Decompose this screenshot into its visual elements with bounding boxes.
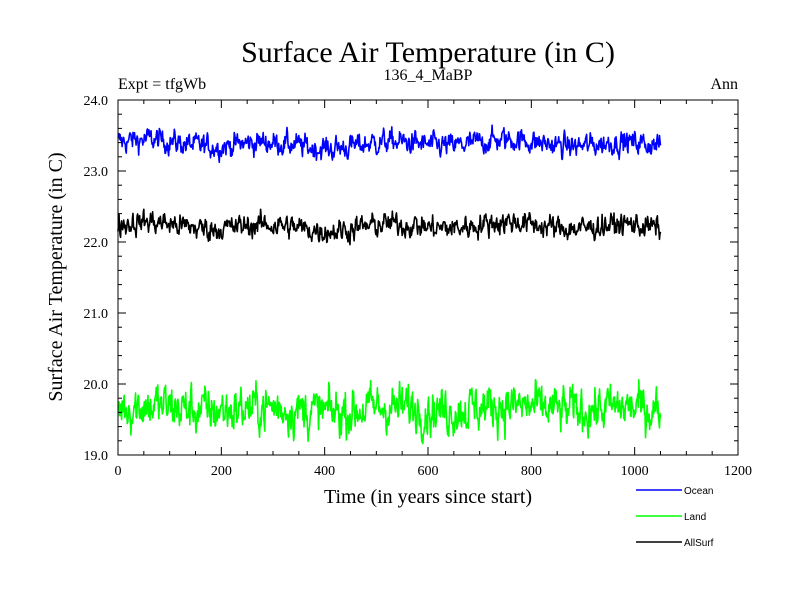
- x-tick-label: 1200: [724, 464, 752, 479]
- x-tick-label: 400: [314, 464, 335, 479]
- series-land-line: [117, 378, 662, 445]
- legend: Ocean Land AllSurf: [636, 486, 714, 549]
- x-tick-label: 200: [211, 464, 232, 479]
- y-tick-label: 24.0: [84, 94, 109, 109]
- plot-lines: [117, 124, 662, 445]
- y-tick-label: 22.0: [84, 236, 109, 251]
- legend-label-land: Land: [684, 512, 706, 523]
- x-tick-label: 600: [418, 464, 439, 479]
- y-tick-label: 23.0: [84, 165, 109, 180]
- legend-label-allsurf: AllSurf: [684, 538, 714, 549]
- series-allsurf-line: [117, 208, 662, 246]
- x-tick-label: 0: [115, 464, 122, 479]
- y-tick-label: 19.0: [84, 449, 109, 464]
- y-axis-label: Surface Air Temperature (in C): [45, 152, 67, 401]
- x-tick-label: 1000: [621, 464, 649, 479]
- chart-title: Surface Air Temperature (in C): [241, 36, 615, 69]
- x-axis-label: Time (in years since start): [324, 486, 532, 508]
- axis-ticks: 0 200 400 600 800 1000 1200 19.0 20.0 21.0 22.0 23.…: [84, 94, 753, 479]
- legend-label-ocean: Ocean: [684, 486, 713, 497]
- y-tick-label: 21.0: [84, 307, 109, 322]
- chart-subtitle: 136_4_MaBP: [384, 67, 473, 84]
- series-ocean-line: [117, 124, 662, 164]
- y-tick-label: 20.0: [84, 378, 109, 393]
- experiment-label: Expt = tfgWb: [118, 76, 206, 93]
- x-tick-label: 800: [521, 464, 542, 479]
- period-label: Ann: [710, 76, 738, 93]
